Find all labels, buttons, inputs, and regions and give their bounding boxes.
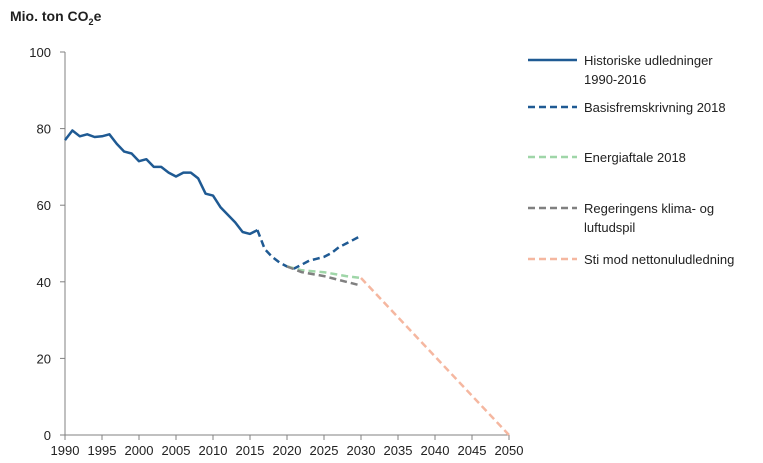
- x-tick-label: 2020: [273, 443, 302, 458]
- x-tick-label: 2040: [421, 443, 450, 458]
- x-tick-label: 2025: [310, 443, 339, 458]
- series-line-2: [256, 229, 362, 270]
- x-tick-label: 2035: [384, 443, 413, 458]
- x-tick-label: 2015: [236, 443, 265, 458]
- y-tick-label: 0: [44, 428, 51, 443]
- x-tick-label: 1990: [51, 443, 80, 458]
- x-tick-label: 2030: [347, 443, 376, 458]
- legend-label-1: Historiske udledninger: [584, 53, 713, 68]
- legend-label-1: 1990-2016: [584, 72, 646, 87]
- x-tick-label: 2005: [162, 443, 191, 458]
- x-tick-label: 2010: [199, 443, 228, 458]
- series-line-1: [64, 129, 258, 236]
- legend-label-2: Basisfremskrivning 2018: [584, 100, 726, 115]
- legend-label-5: Sti mod nettonuludledning: [584, 252, 734, 267]
- x-tick-label: 2050: [495, 443, 524, 458]
- legend: Historiske udledninger 1990-2016 Basisfrem…: [528, 53, 734, 267]
- x-tick-label: 1995: [88, 443, 117, 458]
- series-line-3: [286, 265, 362, 280]
- x-tick-label: 2000: [125, 443, 154, 458]
- y-tick-label: 60: [37, 198, 51, 213]
- series-line-5: [360, 277, 510, 436]
- y-tick-label: 100: [29, 45, 51, 60]
- series-line-4: [286, 265, 362, 287]
- series-lines: [64, 129, 510, 436]
- legend-label-4: luftudspil: [584, 220, 635, 235]
- y-tick-label: 40: [37, 275, 51, 290]
- legend-label-4: Regeringens klima- og: [584, 201, 714, 216]
- y-tick-label: 20: [37, 351, 51, 366]
- x-tick-label: 2045: [458, 443, 487, 458]
- y-tick-label: 80: [37, 122, 51, 137]
- legend-label-3: Energiaftale 2018: [584, 150, 686, 165]
- y-axis-unit-label: Mio. ton CO2e: [10, 8, 102, 27]
